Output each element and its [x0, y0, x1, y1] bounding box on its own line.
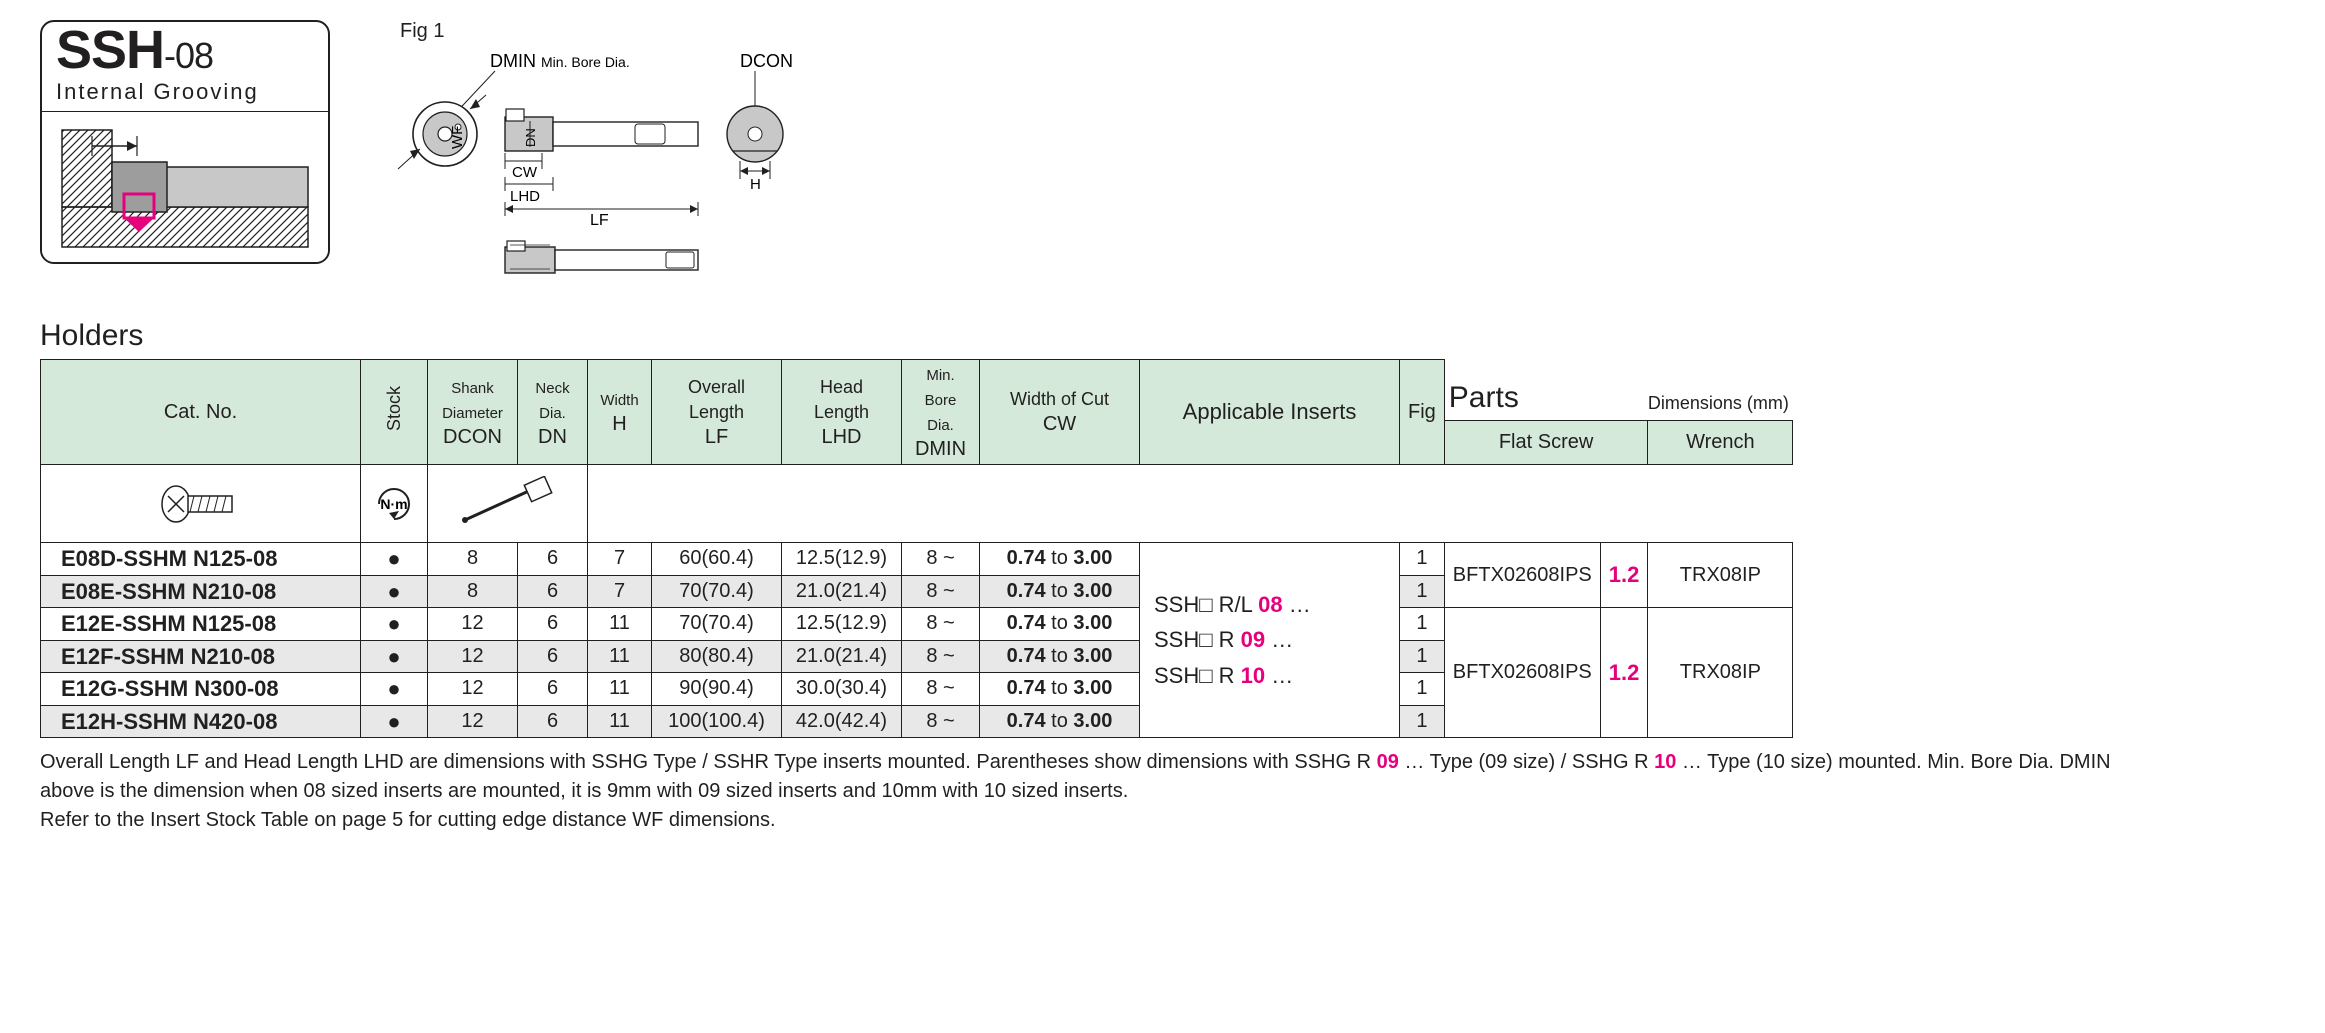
th-lf: Overall LengthLF [652, 360, 782, 465]
holders-table: Cat. No. Stock Shank DiameterDCON Neck D… [40, 359, 1793, 738]
figure-label: Fig 1 [400, 20, 1010, 43]
badge-illustration [42, 112, 328, 262]
th-stock: Stock [361, 360, 428, 465]
torque-icon: N·m [369, 479, 419, 529]
top-area: SSH-08 Internal Grooving [40, 20, 2285, 289]
th-cw: Width of CutCW [980, 360, 1140, 465]
th-lhd: Head LengthLHD [782, 360, 902, 465]
th-cat: Cat. No. [41, 360, 361, 465]
dmin-text: DMIN Min. Bore Dia. [490, 51, 630, 71]
th-wrench: Wrench [1648, 421, 1793, 465]
tables-heading-row: Holders [40, 319, 2285, 359]
svg-text:LHD: LHD [510, 188, 540, 205]
figure-svg: DMIN Min. Bore Dia. WF DN CW [390, 49, 1010, 289]
svg-text:LF: LF [590, 212, 609, 229]
applicable-inserts: SSH□ R/L 08 … SSH□ R 09 … SSH□ R 10 … [1140, 543, 1400, 738]
torque-icon-cell: N·m [361, 465, 428, 543]
screw-icon-cell [41, 465, 361, 543]
svg-text:CW: CW [512, 164, 538, 181]
wrench-icon [453, 476, 563, 532]
badge-title-main: SSH [56, 20, 164, 80]
th-flat-screw: Flat Screw [1444, 421, 1648, 465]
holders-title: Holders [40, 319, 143, 353]
footnote: Overall Length LF and Head Length LHD ar… [40, 748, 2140, 835]
svg-text:H: H [750, 176, 761, 193]
th-h: WidthH [588, 360, 652, 465]
table-row: E08D-SSHM N125-08 ● 8 6 7 60(60.4) 12.5(… [41, 543, 1793, 576]
th-fig: Fig [1400, 360, 1445, 465]
table-row: E12E-SSHM N125-08 ● 12 6 11 70(70.4) 12.… [41, 608, 1793, 641]
badge-title-suffix: -08 [164, 35, 213, 76]
svg-text:WF: WF [449, 126, 466, 149]
badge-title: SSH-08 [42, 22, 328, 79]
parts-title-cell: Parts [1444, 360, 1648, 421]
th-dcon: Shank DiameterDCON [428, 360, 518, 465]
wrench-icon-cell [428, 465, 588, 543]
th-inserts: Applicable Inserts [1140, 360, 1400, 465]
th-dn: Neck Dia.DN [518, 360, 588, 465]
product-badge: SSH-08 Internal Grooving [40, 20, 330, 264]
th-dmin: Min. Bore Dia.DMIN [902, 360, 980, 465]
svg-text:N·m: N·m [380, 496, 407, 512]
screw-icon [156, 476, 246, 532]
svg-text:DCON: DCON [740, 51, 793, 71]
figure-1: Fig 1 DMIN Min. Bore Dia. WF DN [390, 20, 1010, 289]
table-body: E08D-SSHM N125-08 ● 8 6 7 60(60.4) 12.5(… [41, 543, 1793, 738]
dims-cell: Dimensions (mm) [1648, 360, 1793, 421]
badge-subtitle: Internal Grooving [42, 79, 328, 112]
